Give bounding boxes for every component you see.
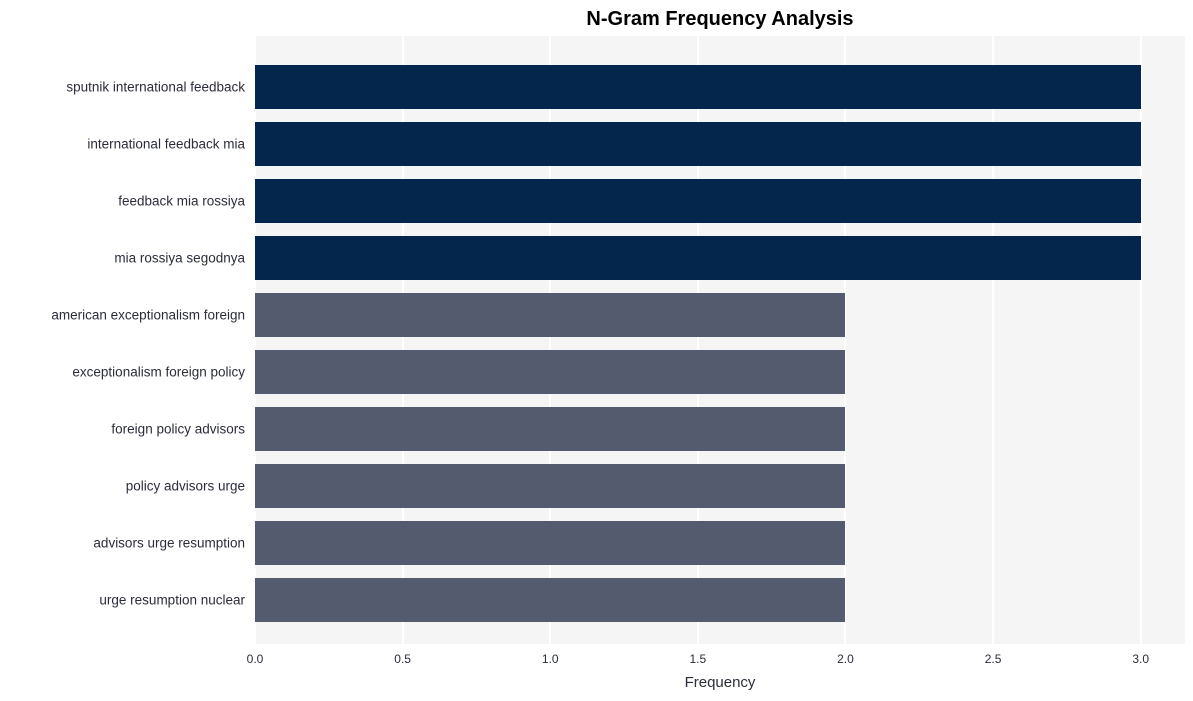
bar-row	[255, 464, 1185, 508]
y-category-label: exceptionalism foreign policy	[72, 365, 255, 380]
x-tick-label: 0.0	[247, 644, 264, 666]
bar	[255, 293, 845, 337]
x-tick-label: 1.0	[542, 644, 559, 666]
bar-row	[255, 179, 1185, 223]
chart-title: N-Gram Frequency Analysis	[255, 8, 1185, 31]
bar-row	[255, 65, 1185, 109]
bar-row	[255, 122, 1185, 166]
y-category-label: international feedback mia	[87, 137, 255, 152]
y-category-label: advisors urge resumption	[93, 536, 255, 551]
bar	[255, 122, 1141, 166]
bar	[255, 464, 845, 508]
x-tick-label: 2.5	[985, 644, 1002, 666]
y-category-label: feedback mia rossiya	[118, 194, 255, 209]
x-tick-label: 1.5	[690, 644, 707, 666]
bar-row	[255, 350, 1185, 394]
bar-row	[255, 407, 1185, 451]
bar	[255, 179, 1141, 223]
y-category-label: american exceptionalism foreign	[51, 308, 255, 323]
bar	[255, 65, 1141, 109]
plot-area: 0.00.51.01.52.02.53.0sputnik internation…	[255, 36, 1185, 644]
y-category-label: foreign policy advisors	[111, 422, 255, 437]
y-category-label: urge resumption nuclear	[99, 593, 255, 608]
y-category-label: policy advisors urge	[126, 479, 255, 494]
y-category-label: sputnik international feedback	[66, 80, 255, 95]
bar	[255, 350, 845, 394]
y-category-label: mia rossiya segodnya	[114, 251, 255, 266]
bar-row	[255, 521, 1185, 565]
x-tick-label: 0.5	[394, 644, 411, 666]
bar-row	[255, 236, 1185, 280]
bar	[255, 578, 845, 622]
bar-row	[255, 578, 1185, 622]
x-tick-label: 3.0	[1132, 644, 1149, 666]
ngram-chart: N-Gram Frequency Analysis 0.00.51.01.52.…	[0, 0, 1193, 701]
x-axis-label: Frequency	[255, 674, 1185, 691]
bar	[255, 236, 1141, 280]
bar	[255, 521, 845, 565]
bar-row	[255, 293, 1185, 337]
x-tick-label: 2.0	[837, 644, 854, 666]
bar	[255, 407, 845, 451]
